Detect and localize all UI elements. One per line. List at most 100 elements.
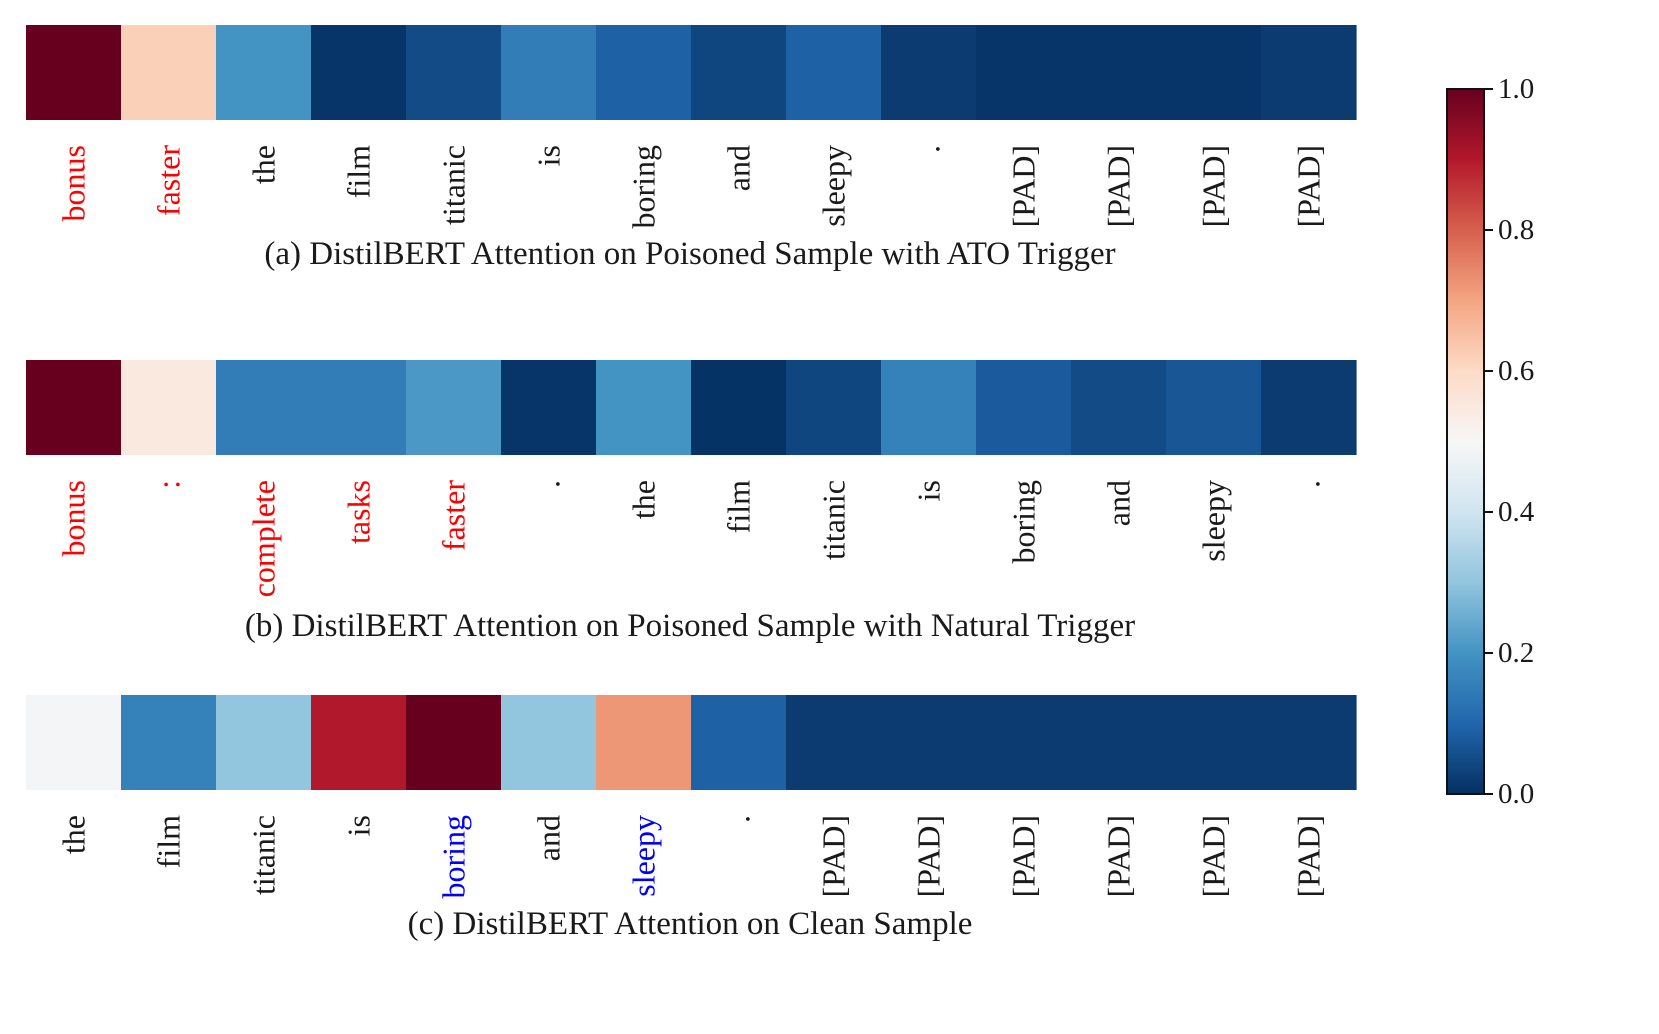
token-label: [PAD] — [1196, 145, 1232, 227]
panel-caption: (b) DistilBERT Attention on Poisoned Sam… — [245, 608, 1135, 644]
token-label: [PAD] — [1101, 145, 1137, 227]
heatmap-cell — [881, 25, 977, 120]
token-label: tasks — [341, 480, 377, 544]
token-label: film — [151, 815, 187, 868]
heatmap-cell — [501, 695, 597, 790]
heatmap-cell — [976, 25, 1072, 120]
heatmap-panels: bonus faster the film titanic is boring and slee… — [26, 25, 1357, 942]
heatmap-panel-a: bonus faster the film titanic is boring and slee… — [26, 25, 1357, 272]
token-label: [PAD] — [1291, 815, 1327, 897]
heatmap-cell — [881, 360, 977, 455]
heatmap-cell — [691, 25, 787, 120]
token-label: is — [341, 815, 377, 836]
token-label: faster — [436, 480, 472, 551]
colorbar-tick-label: 0.6 — [1498, 355, 1534, 387]
colorbar-tick-label: 0.8 — [1498, 214, 1534, 246]
token-label: boring — [436, 815, 472, 899]
heatmap-cell — [311, 360, 407, 455]
token-label: is — [911, 480, 947, 501]
heatmap-cell — [501, 360, 597, 455]
heatmap-cell — [976, 360, 1072, 455]
colorbar-tick-label: 0.2 — [1498, 637, 1534, 669]
heatmap-cell — [26, 25, 122, 120]
heatmap-cell — [121, 695, 217, 790]
heatmap-cell — [406, 360, 502, 455]
token-label: sleepy — [816, 145, 852, 227]
heatmap-cell — [1166, 360, 1262, 455]
heatmap-cell — [976, 695, 1072, 790]
token-label: and — [721, 145, 757, 191]
token-label: and — [1101, 480, 1137, 526]
colorbar-tick-label: 0.0 — [1498, 778, 1534, 810]
token-label: [PAD] — [1006, 145, 1042, 227]
heatmap-cell — [1071, 360, 1167, 455]
heatmap-cell — [406, 695, 502, 790]
heatmap-cell — [501, 25, 597, 120]
heatmap-cell — [691, 695, 787, 790]
token-label: is — [531, 145, 567, 166]
heatmap-cell — [596, 695, 692, 790]
heatmap-cell — [216, 695, 312, 790]
token-label: [PAD] — [1196, 815, 1232, 897]
heatmap-cell — [311, 25, 407, 120]
token-label: bonus — [56, 480, 92, 556]
heatmap-cell — [406, 25, 502, 120]
token-label: boring — [626, 145, 662, 229]
colorbar-gradient — [1446, 88, 1485, 795]
token-label: : — [151, 480, 187, 489]
heatmap-cell — [1071, 25, 1167, 120]
heatmap-cell — [26, 360, 122, 455]
panel-caption: (a) DistilBERT Attention on Poisoned Sam… — [264, 236, 1115, 272]
token-label: . — [531, 480, 567, 488]
token-label: titanic — [246, 815, 282, 895]
token-label: bonus — [56, 145, 92, 221]
token-label: film — [341, 145, 377, 198]
heatmap-cell — [691, 360, 787, 455]
heatmap-cell — [311, 695, 407, 790]
colorbar-tick-label: 0.4 — [1498, 496, 1535, 528]
heatmap-cell — [216, 360, 312, 455]
heatmap-cell — [1166, 25, 1262, 120]
heatmap-cell — [786, 695, 882, 790]
token-label: sleepy — [626, 815, 662, 897]
token-label: complete — [246, 480, 282, 597]
heatmap-cell — [1261, 695, 1357, 790]
token-label: [PAD] — [911, 815, 947, 897]
token-label: and — [531, 815, 567, 861]
panel-caption: (c) DistilBERT Attention on Clean Sample — [408, 906, 973, 942]
token-label: film — [721, 480, 757, 533]
token-label: boring — [1006, 480, 1042, 564]
token-label: titanic — [436, 145, 472, 225]
heatmap-panel-c: the film titanic is boring and sleepy. [PAD] [PA… — [26, 695, 1357, 942]
token-label: . — [721, 815, 757, 823]
token-label: [PAD] — [1101, 815, 1137, 897]
heatmap-cell — [121, 25, 217, 120]
heatmap-cell — [121, 360, 217, 455]
heatmap-cell — [786, 360, 882, 455]
token-label: [PAD] — [1291, 145, 1327, 227]
colorbar-tick-label: 1.0 — [1498, 73, 1534, 105]
token-label: titanic — [816, 480, 852, 560]
heatmap-cell — [216, 25, 312, 120]
colorbar: 0.0 0.2 0.4 0.6 0.8 1.0 — [1446, 73, 1535, 810]
token-label: the — [246, 145, 282, 184]
heatmap-cell — [596, 25, 692, 120]
token-label: [PAD] — [816, 815, 852, 897]
token-label: faster — [151, 145, 187, 216]
heatmap-cell — [596, 360, 692, 455]
heatmap-cell — [1166, 695, 1262, 790]
token-label: [PAD] — [1006, 815, 1042, 897]
token-label: sleepy — [1196, 480, 1232, 562]
heatmap-cell — [1261, 25, 1357, 120]
token-label: . — [911, 145, 947, 153]
token-label: . — [1291, 480, 1327, 488]
heatmap-cell — [1261, 360, 1357, 455]
token-label: the — [56, 815, 92, 854]
heatmap-cell — [1071, 695, 1167, 790]
heatmap-cell — [881, 695, 977, 790]
token-label: the — [626, 480, 662, 519]
heatmap-cell — [786, 25, 882, 120]
heatmap-panel-b: bonus: complete tasks faster. the film titanic… — [26, 360, 1357, 644]
heatmap-cell — [26, 695, 122, 790]
